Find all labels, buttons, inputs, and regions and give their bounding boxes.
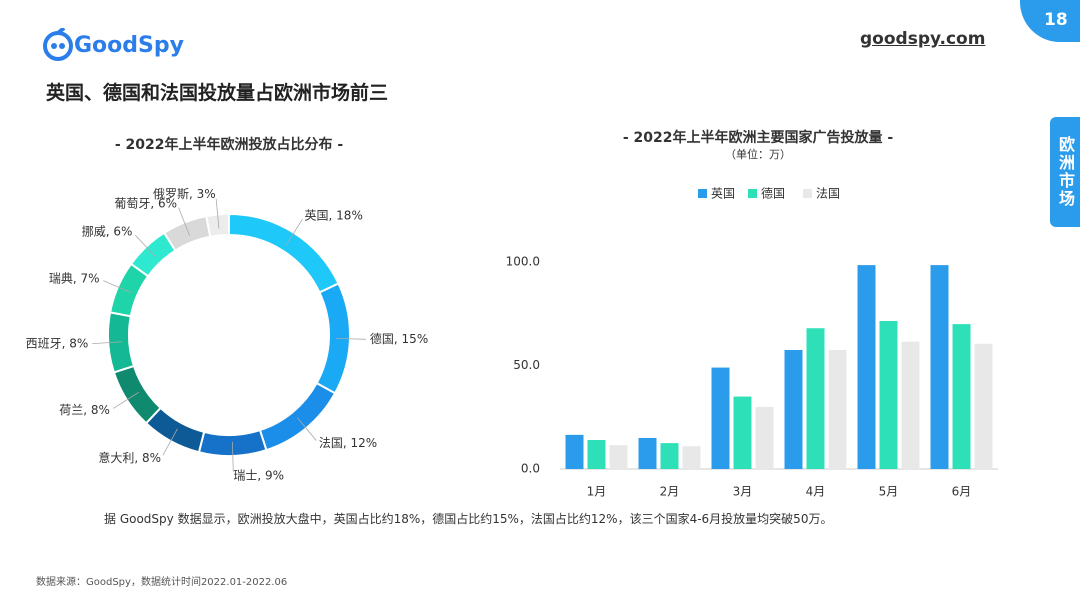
bar	[660, 443, 679, 469]
bar	[638, 437, 657, 469]
note: 据 GoodSpy 数据显示，欧洲投放大盘中，英国占比约18%，德国占比约15%…	[104, 512, 833, 526]
x-tick-label: 1月	[587, 485, 607, 499]
leader-line	[103, 280, 131, 293]
x-tick-label: 5月	[879, 485, 899, 499]
bar	[879, 320, 898, 469]
page-number: 18	[1044, 10, 1068, 30]
source: 数据来源：GoodSpy，数据统计时间2022.01-2022.06	[36, 577, 288, 588]
x-tick-label: 3月	[733, 485, 753, 499]
x-tick-label: 2月	[660, 485, 680, 499]
leader-line	[335, 337, 366, 340]
leader-line	[178, 207, 190, 236]
y-tick-label: 50.0	[513, 358, 540, 372]
legend-swatch	[698, 189, 707, 198]
bar	[901, 341, 920, 469]
leader-line	[134, 234, 157, 258]
leader-line	[296, 417, 317, 441]
legend-label: 法国	[816, 187, 840, 201]
legend-swatch	[803, 189, 812, 198]
slice-label: 德国, 15%	[370, 331, 428, 346]
slice-label: 瑞典, 7%	[49, 272, 100, 286]
x-tick-label: 4月	[806, 485, 826, 499]
leader-line	[113, 391, 139, 409]
slice-label: 荷兰, 8%	[59, 403, 110, 417]
bar	[930, 265, 949, 469]
legend-swatch	[748, 189, 757, 198]
legend-label: 英国	[711, 187, 735, 201]
bar	[952, 324, 971, 469]
slice-label: 瑞士, 9%	[233, 468, 284, 482]
slice-label: 西班牙, 8%	[26, 336, 89, 350]
bar	[857, 265, 876, 469]
logo-text: GoodSpy	[74, 33, 184, 58]
y-tick-label: 100.0	[506, 255, 540, 269]
bar	[828, 349, 847, 469]
slice-label: 英国, 18%	[305, 208, 363, 222]
bar	[682, 446, 701, 469]
y-tick-label: 0.0	[521, 462, 540, 476]
chart-subtitle: （单位：万）	[725, 147, 791, 161]
chart-title: - 2022年上半年欧洲主要国家广告投放量 -	[623, 129, 894, 146]
pie-slice	[162, 214, 212, 252]
x-tick-label: 6月	[952, 485, 972, 499]
bar	[806, 328, 825, 469]
site-link[interactable]: goodspy.com	[860, 29, 986, 49]
slice-label: 法国, 12%	[319, 436, 377, 450]
bar	[609, 445, 628, 469]
slice-label: 挪威, 6%	[82, 225, 133, 239]
slice-label: 俄罗斯, 3%	[153, 187, 216, 201]
bar	[974, 343, 993, 469]
leader-line	[285, 219, 303, 245]
logo-icon	[43, 28, 73, 61]
bar	[587, 440, 606, 469]
slide-title: 英国、德国和法国投放量占欧洲市场前三	[46, 82, 389, 104]
legend-label: 德国	[761, 186, 785, 201]
bar	[565, 434, 584, 469]
leader-line	[215, 198, 220, 229]
section-tab[interactable]: 欧洲市场	[1050, 117, 1080, 227]
bar	[784, 349, 803, 469]
chart-title: - 2022年上半年欧洲投放占比分布 -	[115, 136, 344, 153]
leader-line	[92, 341, 123, 345]
bar	[755, 406, 774, 469]
slice-label: 意大利, 8%	[98, 450, 161, 465]
pie-slice	[205, 212, 230, 238]
pie-slice	[228, 212, 340, 294]
bar	[733, 396, 752, 469]
pie-slice	[112, 364, 162, 425]
bar	[711, 367, 730, 469]
leader-line	[162, 428, 178, 456]
leader-line	[231, 441, 234, 472]
slice-label: 葡萄牙, 6%	[114, 196, 177, 210]
